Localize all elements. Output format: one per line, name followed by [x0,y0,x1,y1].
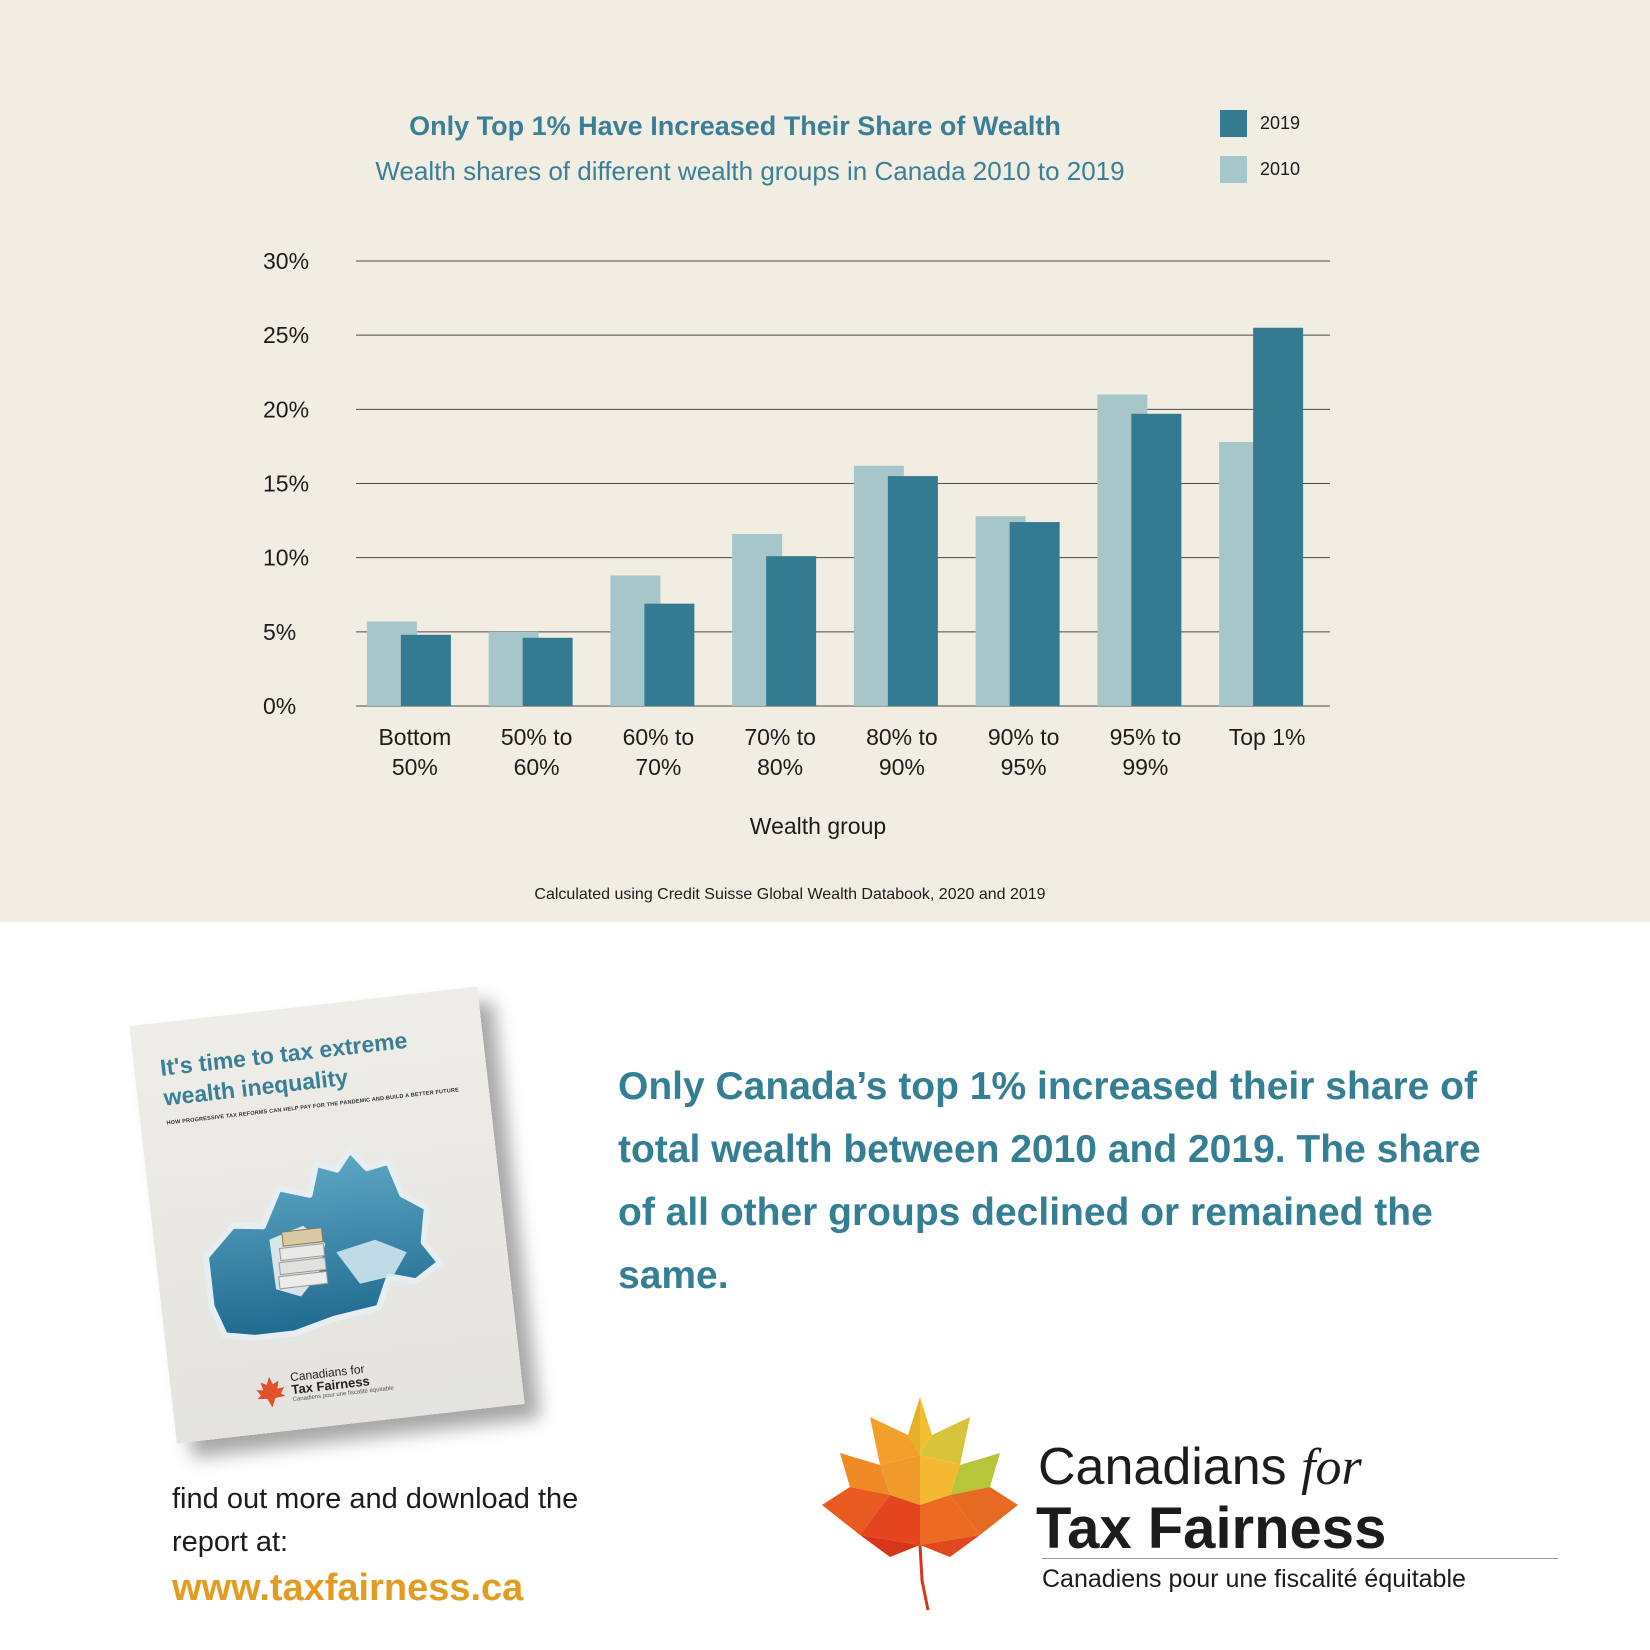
legend-label-2010: 2010 [1260,159,1300,179]
logo-text-for: for [1301,1439,1362,1496]
report-cover[interactable]: It's time to tax extreme wealth inequali… [129,986,525,1444]
x-category-label: 90% [879,754,925,780]
x-category-label: 95% to [1110,724,1182,750]
bar-2019-0 [400,634,451,706]
headline-text: Only Canada’s top 1% increased their sha… [618,1065,1481,1297]
chart-subtitle: Wealth shares of different wealth groups… [375,156,1124,186]
bar-2019-1 [522,637,573,706]
logo-text-tax-fairness: Tax Fairness [1036,1496,1387,1561]
logo-text-french: Canadiens pour une fiscalité équitable [1042,1565,1466,1593]
logo-text-canadians-for: Canadians for [1038,1437,1362,1497]
chart-title: Only Top 1% Have Increased Their Share o… [409,111,1061,141]
y-tick-label: 0% [263,693,296,719]
x-category-label: 60% [514,754,560,780]
x-category-label: Bottom [378,724,451,750]
wealth-share-bar-chart: Only Top 1% Have Increased Their Share o… [263,110,1330,903]
bar-2019-4 [887,476,938,706]
x-category-label: 90% to [988,724,1060,750]
x-category-label: 70% [635,754,681,780]
canadians-for-tax-fairness-logo: Canadians for Tax Fairness Canadiens pou… [820,1395,1620,1615]
x-category-label: 60% to [623,724,695,750]
x-category-label: 80% to [866,724,938,750]
download-prompt: find out more and download the report at… [172,1483,579,1558]
chart-source-note: Calculated using Credit Suisse Global We… [534,886,1045,903]
logo-divider [1042,1558,1558,1559]
canada-map-illustration [202,1147,444,1341]
x-category-label: Top 1% [1229,724,1306,750]
maple-leaf-icon [822,1397,1018,1611]
report-cover-title: It's time to tax extreme wealth inequali… [158,1026,409,1111]
x-category-label: 95% [1001,754,1047,780]
chart-panel: Only Top 1% Have Increased Their Share o… [0,0,1650,922]
bar-2019-7 [1253,327,1304,706]
legend-label-2019: 2019 [1260,113,1300,133]
x-axis-label: Wealth group [750,813,886,839]
x-category-label: 50% [392,754,438,780]
x-category-label: 50% to [501,724,573,750]
legend-swatch-2010 [1220,156,1247,183]
y-tick-label: 25% [263,322,309,348]
y-tick-label: 20% [263,396,309,422]
x-category-label: 80% [757,754,803,780]
y-tick-label: 15% [263,471,309,497]
legend-swatch-2019 [1220,110,1247,137]
report-cover-logo: Canadians for Tax Fairness Canadiens pou… [252,1350,475,1415]
y-tick-label: 5% [263,619,296,645]
bar-2019-2 [644,603,695,706]
x-category-label: 70% to [744,724,816,750]
logo-text-canadians: Canadians [1038,1438,1302,1496]
y-tick-label: 10% [263,545,309,571]
maple-leaf-icon [256,1376,286,1408]
x-category-label: 99% [1122,754,1168,780]
bar-2019-5 [1009,522,1060,706]
y-tick-label: 30% [263,248,309,274]
bar-2019-3 [766,556,817,706]
bar-2019-6 [1131,413,1182,706]
website-link[interactable]: www.taxfairness.ca [172,1567,524,1609]
